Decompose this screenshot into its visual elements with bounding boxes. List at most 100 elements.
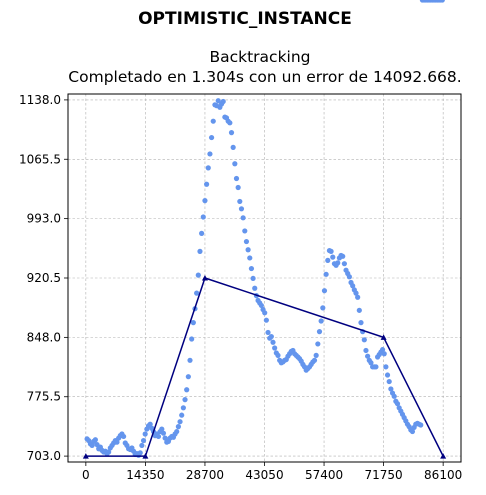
scatter-point bbox=[208, 134, 215, 141]
y-tick-label: 993.0 bbox=[27, 212, 61, 226]
scatter-point bbox=[190, 320, 196, 326]
x-tick-label: 86100 bbox=[424, 468, 462, 482]
x-axis: 0 14350 28700 43050 57400 71750 86100 bbox=[82, 462, 462, 482]
scatter-point bbox=[262, 310, 268, 316]
scatter-point bbox=[311, 357, 318, 363]
x-tick-label: 0 bbox=[82, 468, 90, 482]
scatter-point bbox=[204, 181, 210, 187]
x-tick-label: 14350 bbox=[126, 468, 164, 482]
scatter-point bbox=[353, 290, 359, 296]
scatter-point bbox=[275, 352, 281, 358]
scatter-point bbox=[121, 433, 127, 440]
scatter-point bbox=[215, 98, 221, 104]
x-tick-label: 28700 bbox=[186, 468, 224, 482]
scatter-point bbox=[179, 412, 185, 418]
scatter-point bbox=[313, 352, 319, 358]
scatter-point bbox=[388, 386, 394, 392]
scatter-point bbox=[368, 360, 374, 366]
scatter-point bbox=[245, 247, 251, 253]
scatter-point bbox=[175, 424, 181, 430]
scatter-point bbox=[159, 426, 165, 432]
scatter-point bbox=[315, 341, 321, 347]
scatter-point bbox=[320, 305, 326, 311]
scatter-point bbox=[242, 228, 248, 234]
scatter-point bbox=[230, 144, 236, 150]
y-tick-label: 1065.5 bbox=[19, 152, 61, 166]
scatter-point bbox=[318, 318, 324, 324]
scatter-point bbox=[379, 347, 386, 353]
path-vertex-marker bbox=[142, 453, 149, 459]
x-tick-label: 57400 bbox=[305, 468, 343, 482]
scatter-point bbox=[162, 435, 168, 441]
x-tick-label: 43050 bbox=[245, 468, 283, 482]
scatter-point bbox=[142, 431, 148, 437]
scatter-point bbox=[383, 364, 389, 370]
scatter-point bbox=[355, 294, 361, 300]
scatter-point bbox=[265, 329, 271, 336]
scatter-point bbox=[386, 378, 392, 385]
scatter-point bbox=[177, 419, 183, 425]
y-tick-label: 848.0 bbox=[27, 330, 61, 344]
scatter-point bbox=[160, 430, 167, 436]
path-vertex-marker bbox=[82, 453, 89, 459]
scatter-point bbox=[210, 118, 216, 124]
scatter-point bbox=[147, 421, 153, 427]
scatter-point bbox=[316, 329, 323, 335]
scatter-point bbox=[325, 257, 331, 263]
scatter-point bbox=[184, 387, 190, 393]
scatter-point bbox=[365, 353, 371, 359]
path-vertex-marker bbox=[380, 334, 387, 340]
scatter-point bbox=[180, 405, 186, 411]
y-axis: 703.0 775.5 848.0 920.5 993.0 1065.5 1138.0 bbox=[19, 93, 68, 463]
path-vertex-marker bbox=[440, 453, 447, 459]
scatter-point bbox=[323, 271, 329, 277]
scatter-point bbox=[182, 397, 188, 403]
scatter-point bbox=[330, 254, 336, 260]
scatter-point bbox=[258, 302, 264, 309]
scatter-point bbox=[346, 274, 352, 280]
chart-title-line-2: Completado en 1.304s con un error de 140… bbox=[68, 68, 461, 86]
chart-title-line-1: Backtracking bbox=[209, 48, 310, 66]
scatter-point bbox=[140, 437, 147, 444]
scatter-point bbox=[341, 261, 347, 267]
scatter-point bbox=[418, 422, 424, 428]
scatter-point bbox=[263, 317, 269, 323]
y-tick-label: 703.0 bbox=[27, 449, 61, 463]
scatter-point bbox=[92, 437, 98, 443]
y-tick-label: 775.5 bbox=[27, 390, 61, 404]
scatter-point bbox=[335, 260, 341, 266]
scatter-point bbox=[89, 442, 95, 449]
scatter-point bbox=[248, 265, 255, 272]
plot-frame bbox=[67, 93, 462, 463]
scatter-point bbox=[185, 374, 191, 380]
scatter-point bbox=[240, 215, 246, 221]
plot-marks bbox=[82, 0, 447, 459]
scatter-point bbox=[227, 120, 233, 126]
scatter-point bbox=[358, 320, 364, 326]
scatter-point bbox=[321, 288, 328, 294]
scatter-point bbox=[114, 439, 120, 445]
scatter-point bbox=[194, 290, 200, 296]
scatter-point bbox=[250, 275, 256, 282]
scatter-point bbox=[106, 449, 112, 455]
scatter-point bbox=[361, 337, 367, 343]
scatter-point bbox=[328, 248, 334, 254]
scatter-point bbox=[199, 230, 205, 236]
scatter-point bbox=[381, 351, 387, 357]
scatter-point bbox=[137, 450, 143, 456]
scatter-point bbox=[243, 238, 250, 245]
x-tick-label: 71750 bbox=[365, 468, 403, 482]
scatter-point bbox=[268, 333, 274, 340]
scatter-point bbox=[189, 336, 195, 342]
scatter-point bbox=[233, 175, 240, 182]
scatter-point bbox=[237, 198, 243, 205]
scatter-point bbox=[394, 401, 401, 407]
scatter-point bbox=[202, 198, 208, 204]
scatter-point bbox=[356, 307, 362, 313]
scatter-point bbox=[187, 357, 193, 363]
scatter-point bbox=[205, 165, 211, 171]
y-tick-label: 920.5 bbox=[27, 271, 61, 285]
path-vertex-marker bbox=[201, 275, 208, 281]
scatter-point bbox=[235, 184, 241, 191]
